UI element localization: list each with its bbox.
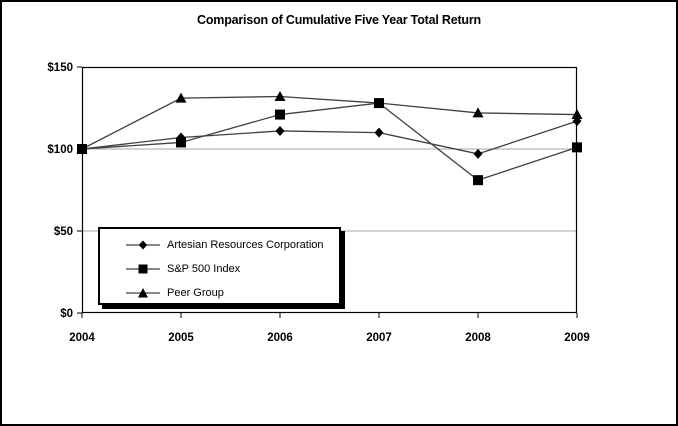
chart-legend: Artesian Resources Corporation S&P 500 I… [98,227,341,305]
legend-label-peer-group: Peer Group [167,287,224,299]
square-marker-icon [374,98,384,109]
legend-item-peer-group: Peer Group [126,281,339,305]
legend-label-artesian: Artesian Resources Corporation [167,239,324,251]
triangle-marker-icon [175,92,187,103]
diamond-marker-icon [126,240,160,250]
chart-title: Comparison of Cumulative Five Year Total… [197,13,481,27]
legend-item-artesian: Artesian Resources Corporation [126,233,339,257]
x-tick-label: 2008 [465,332,491,344]
x-tick-label: 2007 [366,332,392,344]
diamond-marker-icon [374,127,384,138]
y-tick-label: $100 [47,144,73,156]
diamond-marker-icon [572,116,582,127]
diamond-marker-icon [275,125,285,136]
square-marker-icon [572,142,582,153]
x-tick-label: 2009 [564,332,590,344]
plot-border [81,66,578,314]
triangle-marker-icon [472,107,484,118]
diamond-marker-icon [473,148,483,159]
legend-label-sp500: S&P 500 Index [167,263,241,275]
x-tick-label: 2004 [69,332,95,344]
triangle-marker-icon [126,288,160,298]
y-tick-label: $50 [54,226,73,238]
y-tick-label: $0 [60,308,73,320]
series-line-peer-group [81,95,578,150]
x-tick-label: 2005 [168,332,194,344]
legend-item-sp500: S&P 500 Index [126,257,339,281]
square-marker-icon [77,144,87,154]
square-marker-icon [275,109,285,120]
square-marker-icon [176,137,186,148]
series-line-artesian-resources-corporation [81,120,578,155]
square-marker-icon [126,264,160,274]
square-marker-icon [473,175,483,186]
triangle-marker-icon [274,91,286,102]
triangle-marker-icon [571,109,583,120]
y-tick-label: $150 [47,62,73,74]
x-tick-label: 2006 [267,332,293,344]
series-line-s-p-500-index [81,102,578,181]
